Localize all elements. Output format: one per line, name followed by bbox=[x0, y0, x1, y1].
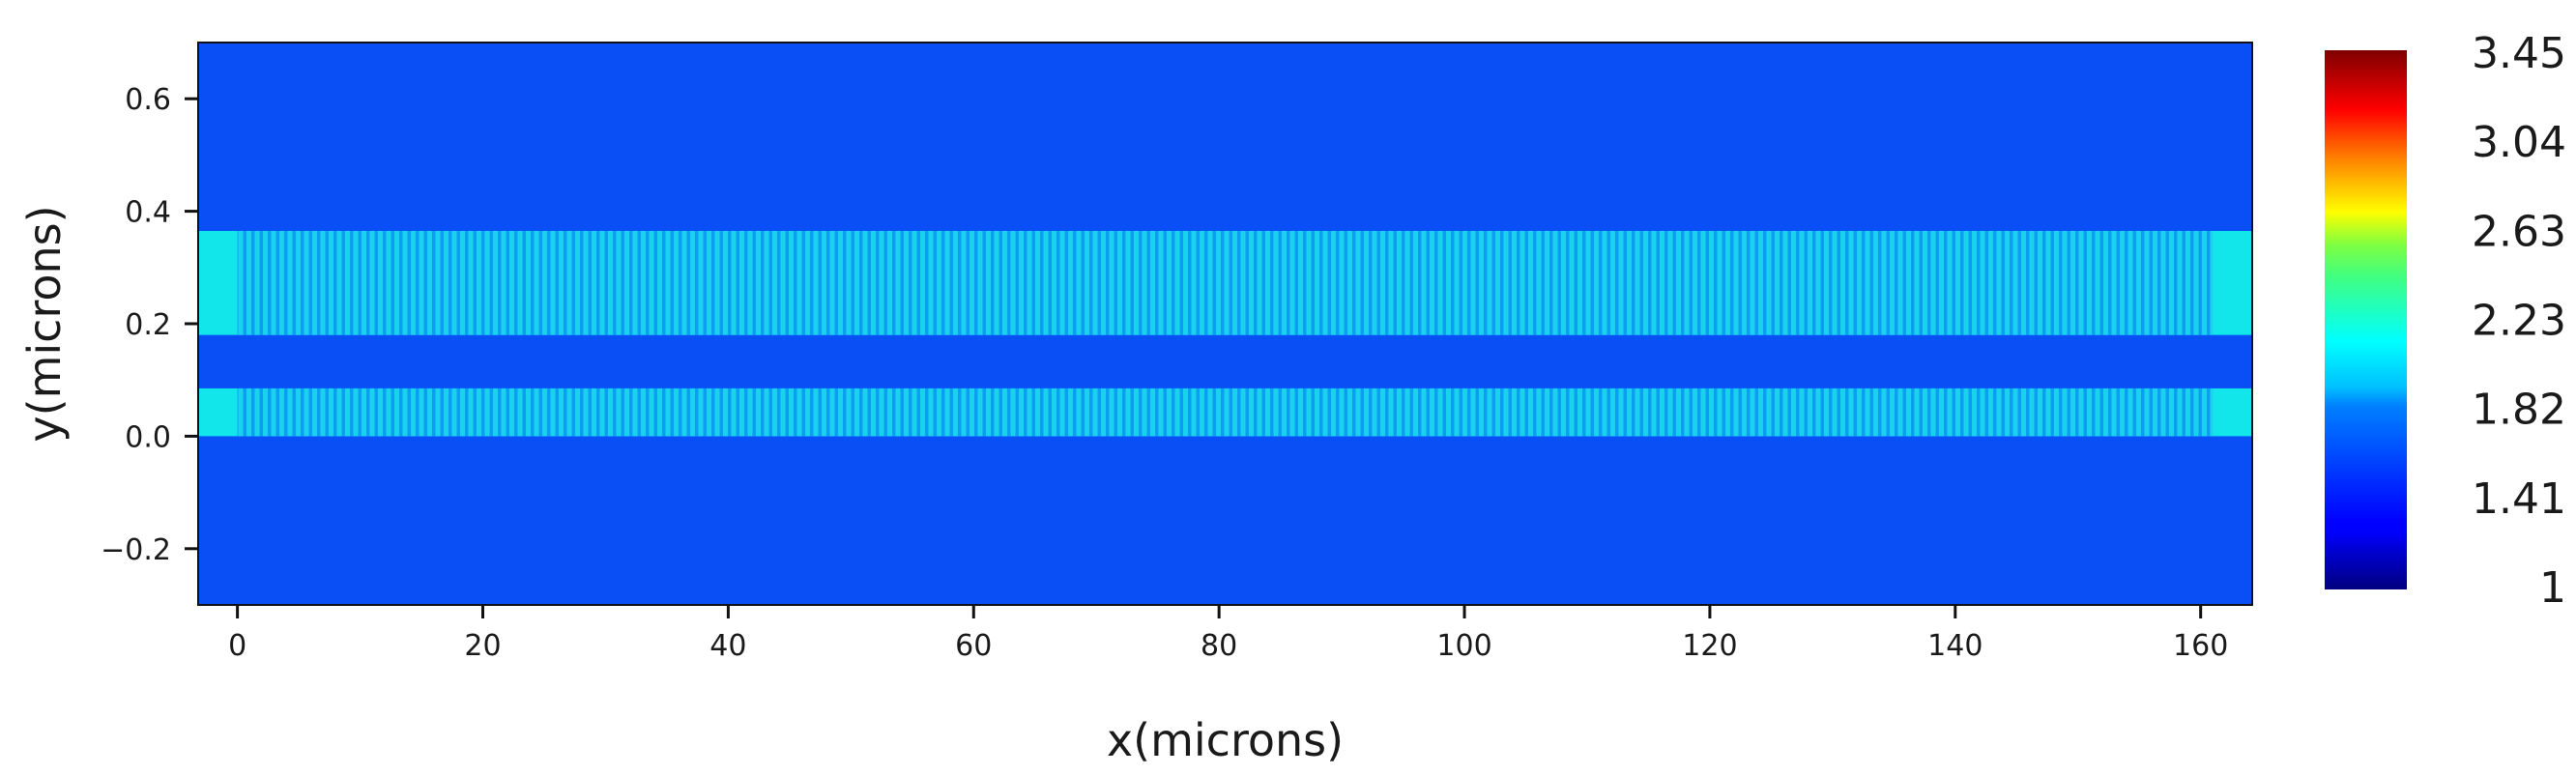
x-axis-label: x(microns) bbox=[1107, 714, 1344, 766]
y-axis-label: y(microns) bbox=[18, 205, 71, 442]
y-tick-label: 0.4 bbox=[125, 196, 171, 230]
plot-area: 0 20 40 60 80 100 120 140 160 −0.2 0.0 0.2 0.4 0.6 bbox=[101, 42, 2253, 663]
x-tick-label: 100 bbox=[1436, 629, 1491, 663]
y-tick-label: 0.2 bbox=[125, 308, 171, 342]
grating-region bbox=[237, 230, 2214, 335]
colorbar-tick-label: 3.04 bbox=[2472, 118, 2566, 167]
x-tick-label: 40 bbox=[709, 629, 746, 663]
x-tick-label: 160 bbox=[2173, 629, 2228, 663]
waveguide-layer bbox=[198, 230, 2252, 437]
x-tick-label: 0 bbox=[228, 629, 246, 663]
y-tick-label: −0.2 bbox=[101, 533, 171, 567]
colorbar-tick-label: 3.45 bbox=[2472, 29, 2566, 78]
grating-region bbox=[237, 388, 2214, 437]
x-tick-label: 60 bbox=[955, 629, 992, 663]
colorbar-tick-label: 2.63 bbox=[2472, 207, 2566, 256]
colorbar-tick-label: 1 bbox=[2539, 563, 2566, 613]
x-tick-label: 20 bbox=[464, 629, 501, 663]
colorbar-labels: 1 1.41 1.82 2.23 2.63 3.04 3.45 bbox=[2472, 29, 2566, 613]
waveguide-1 bbox=[198, 230, 2252, 335]
waveguide-2 bbox=[198, 388, 2252, 437]
colorbar-tick-label: 1.41 bbox=[2472, 474, 2566, 524]
colorbar: 1 1.41 1.82 2.23 2.63 3.04 3.45 bbox=[2325, 29, 2566, 613]
x-tick-label: 120 bbox=[1682, 629, 1737, 663]
colorbar-tick-label: 2.23 bbox=[2472, 297, 2566, 346]
x-tick-label: 140 bbox=[1927, 629, 1983, 663]
y-tick-label: 0.0 bbox=[125, 420, 171, 454]
colorbar-tick-label: 1.82 bbox=[2472, 386, 2566, 435]
x-tick-label: 80 bbox=[1201, 629, 1237, 663]
colorbar-gradient bbox=[2325, 50, 2407, 589]
y-tick-label: 0.6 bbox=[125, 83, 171, 117]
axes: 0 20 40 60 80 100 120 140 160 −0.2 0.0 0.2 0.4 0.6 bbox=[101, 42, 2253, 663]
